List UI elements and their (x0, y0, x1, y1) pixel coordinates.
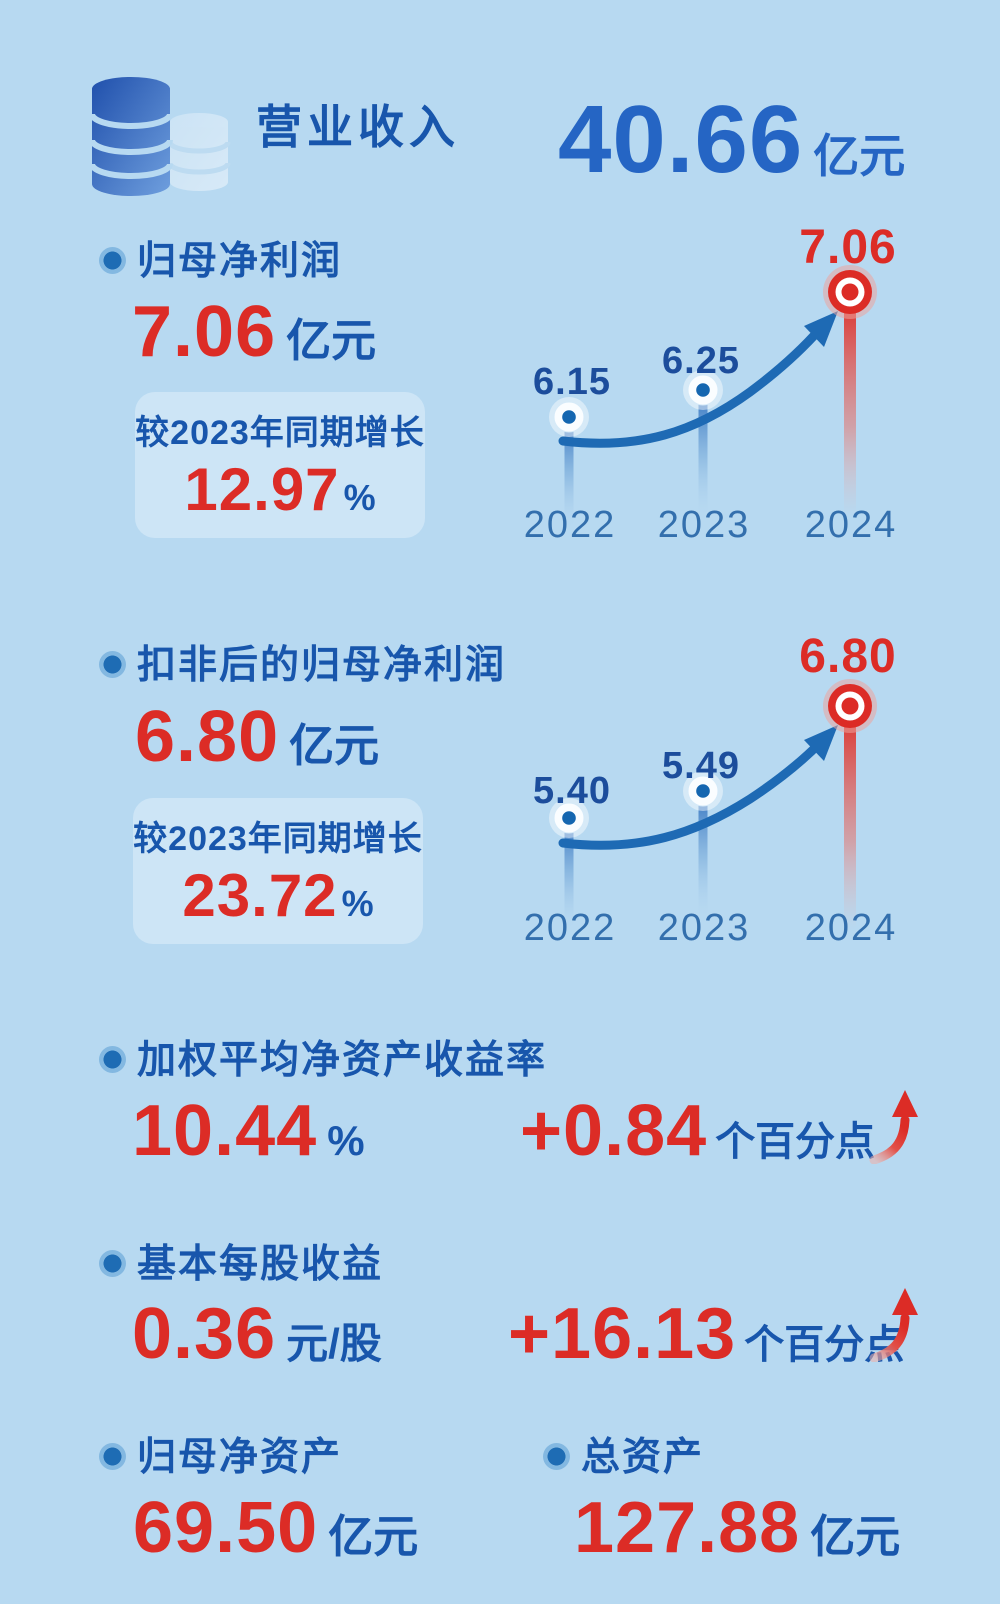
chart2-axis-2022: 2022 (523, 907, 617, 949)
growth-unit: % (341, 882, 374, 924)
bullet-icon (543, 1443, 570, 1470)
roe-value: 10.44 % (132, 1095, 365, 1167)
revenue-label: 营业收入 (256, 101, 460, 153)
net-assets-unit: 亿元 (328, 1511, 419, 1562)
deducted-net-profit-unit: 亿元 (289, 720, 380, 771)
roe-change-number: +0.84 (520, 1091, 708, 1171)
growth-unit: % (343, 476, 376, 518)
eps-change: +16.13 个百分点 (508, 1298, 904, 1370)
net-profit-growth-box: 较2023年同期增长 12.97 % (135, 392, 425, 538)
chart1-point-label-2022: 6.15 (533, 361, 611, 403)
growth-number: 23.72 (182, 861, 338, 929)
roe-number: 10.44 (132, 1091, 318, 1171)
chart2-point-label-2023: 5.49 (662, 745, 740, 787)
revenue-unit: 亿元 (813, 130, 906, 182)
roe-change: +0.84 个百分点 (520, 1095, 875, 1167)
chart2-axis-2023: 2023 (657, 907, 751, 949)
chart1-axis-2022: 2022 (523, 504, 617, 546)
bullet-icon (99, 651, 126, 678)
chart1-axis-2024: 2024 (804, 504, 898, 546)
bullet-icon (99, 1046, 126, 1073)
eps-label: 基本每股收益 (137, 1243, 384, 1286)
bullet-icon (99, 1250, 126, 1277)
total-assets-label: 总资产 (581, 1436, 705, 1479)
net-assets-value: 69.50 亿元 (133, 1492, 418, 1564)
deducted-net-profit-value: 6.80 亿元 (135, 701, 379, 773)
total-assets-number: 127.88 (574, 1488, 801, 1568)
total-assets-unit: 亿元 (810, 1511, 901, 1562)
deducted-net-profit-growth-box: 较2023年同期增长 23.72 % (133, 798, 423, 944)
chart1-axis-2023: 2023 (657, 504, 751, 546)
chart2-axis-2024: 2024 (804, 907, 898, 949)
eps-value: 0.36 元/股 (132, 1298, 382, 1370)
total-assets-value: 127.88 亿元 (574, 1492, 900, 1564)
eps-change-number: +16.13 (508, 1294, 737, 1374)
net-assets-label: 归母净资产 (137, 1436, 343, 1479)
roe-label: 加权平均净资产收益率 (137, 1039, 548, 1082)
growth-caption: 较2023年同期增长 (133, 820, 423, 858)
net-profit-unit: 亿元 (286, 315, 377, 366)
roe-change-unit: 个百分点 (715, 1120, 876, 1164)
deducted-net-profit-number: 6.80 (135, 697, 280, 777)
bullet-icon (99, 1443, 126, 1470)
net-profit-label: 归母净利润 (137, 240, 343, 283)
eps-number: 0.36 (132, 1294, 277, 1374)
revenue-value: 40.66 亿元 (558, 92, 905, 188)
net-profit-number: 7.06 (132, 292, 277, 372)
deducted-net-profit-label: 扣非后的归母净利润 (137, 644, 507, 687)
up-arrow-icon (869, 1090, 918, 1164)
database-icon (89, 77, 231, 196)
up-arrow-icon (869, 1288, 918, 1362)
growth-value: 12.97 % (135, 455, 425, 523)
growth-value: 23.72 % (133, 861, 423, 929)
chart2-point-label-2024: 6.80 (799, 630, 897, 683)
chart2-point-label-2022: 5.40 (533, 770, 611, 812)
net-profit-value: 7.06 亿元 (132, 296, 376, 368)
revenue-number: 40.66 (558, 86, 804, 193)
deducted-net-profit-trend-chart (549, 679, 877, 931)
bullet-icon (99, 247, 126, 274)
net-profit-trend-chart (549, 265, 877, 527)
growth-caption: 较2023年同期增长 (135, 414, 425, 452)
chart1-point-label-2023: 6.25 (662, 340, 740, 382)
eps-unit: 元/股 (286, 1320, 382, 1367)
growth-number: 12.97 (184, 455, 340, 523)
chart1-point-label-2024: 7.06 (799, 221, 897, 274)
roe-unit: % (327, 1117, 365, 1164)
net-assets-number: 69.50 (133, 1488, 319, 1568)
